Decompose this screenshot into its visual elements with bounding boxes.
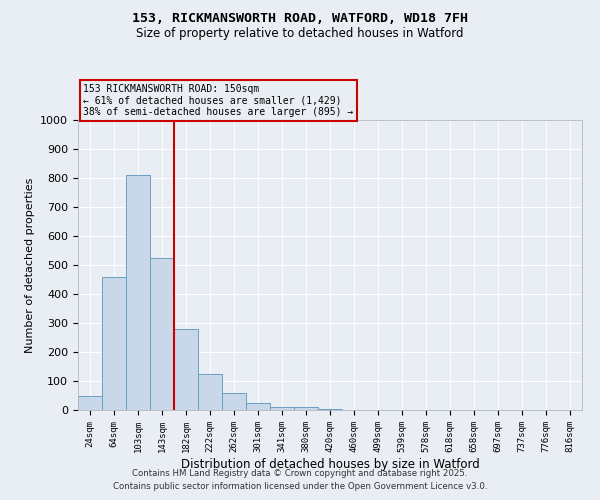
Text: 153 RICKMANSWORTH ROAD: 150sqm
← 61% of detached houses are smaller (1,429)
38% : 153 RICKMANSWORTH ROAD: 150sqm ← 61% of … bbox=[83, 84, 353, 117]
Bar bbox=[270, 407, 294, 410]
Bar bbox=[102, 276, 126, 410]
Bar bbox=[150, 258, 174, 410]
Y-axis label: Number of detached properties: Number of detached properties bbox=[25, 178, 35, 352]
Text: 153, RICKMANSWORTH ROAD, WATFORD, WD18 7FH: 153, RICKMANSWORTH ROAD, WATFORD, WD18 7… bbox=[132, 12, 468, 26]
Bar bbox=[126, 175, 150, 410]
Bar bbox=[198, 374, 222, 410]
Bar bbox=[246, 403, 270, 410]
Text: Contains public sector information licensed under the Open Government Licence v3: Contains public sector information licen… bbox=[113, 482, 487, 491]
Text: Size of property relative to detached houses in Watford: Size of property relative to detached ho… bbox=[136, 28, 464, 40]
Text: Contains HM Land Registry data © Crown copyright and database right 2025.: Contains HM Land Registry data © Crown c… bbox=[132, 468, 468, 477]
Bar bbox=[222, 392, 246, 410]
Bar bbox=[174, 329, 198, 410]
Bar bbox=[318, 408, 342, 410]
Bar bbox=[294, 407, 318, 410]
X-axis label: Distribution of detached houses by size in Watford: Distribution of detached houses by size … bbox=[181, 458, 479, 470]
Bar bbox=[78, 396, 102, 410]
